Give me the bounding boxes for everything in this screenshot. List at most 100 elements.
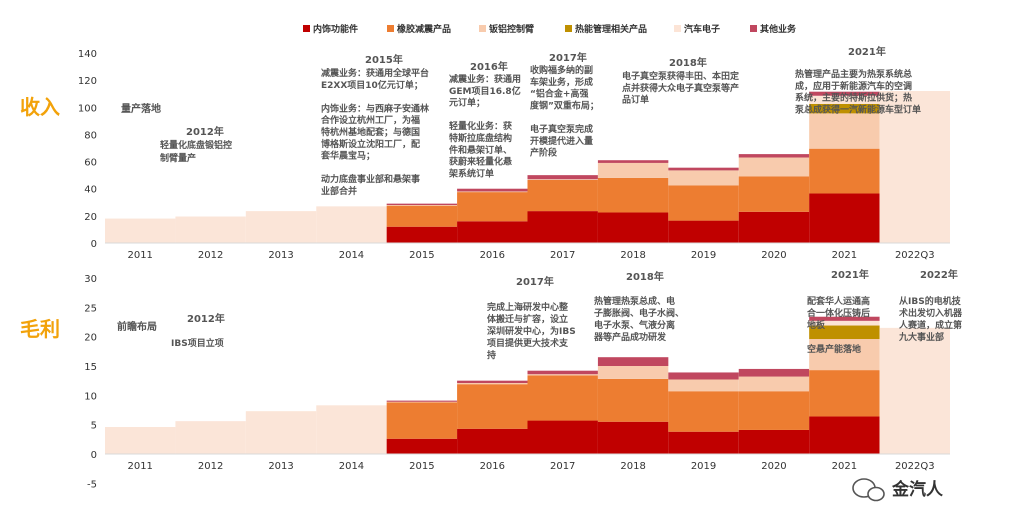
revenue-bar-2020-series-1 — [738, 176, 810, 212]
revenue-note-2017-line: 车架业务，形成 — [530, 76, 593, 88]
revenue-note-2015-line: 合作设立杭州工厂，为福 — [321, 114, 420, 126]
revenue-bar-2017-series-2 — [527, 179, 598, 180]
gross-profit-bar-2015-series-5 — [386, 400, 458, 402]
revenue-note-2015-line: 特杭州基地配套；与德国 — [321, 126, 420, 138]
revenue-note-2018-line: 点并获得大众电子真空泵等产 — [622, 82, 739, 94]
legend-label: 橡胶减震产品 — [397, 23, 451, 35]
revenue-note-2016-line: 元订单； — [449, 97, 485, 109]
gross-profit-bar-2020-series-1 — [738, 391, 810, 430]
gross-profit-bar-2018-series-2 — [597, 366, 669, 379]
revenue-y-tick: 20 — [84, 212, 97, 223]
gross-profit-x-tick: 2020 — [761, 461, 786, 472]
gross-profit-x-tick: 2018 — [620, 461, 645, 472]
revenue-note-2015-line: 业部合并 — [321, 185, 357, 197]
revenue-note-2021-line: 系统，主要的特斯拉供货；热 — [795, 92, 912, 104]
gross-profit-bar-total-2022Q3 — [879, 327, 950, 454]
revenue-bar-2016-series-2 — [457, 191, 528, 193]
gross-profit-bar-2017-series-5 — [527, 370, 598, 375]
gross-profit-bar-2021-series-5 — [809, 316, 880, 321]
revenue-bar-2018-series-5 — [597, 160, 669, 163]
gross-profit-x-axis: 2011 2012 2013 2014 2015 2016 2017 2018 2019 2020… — [127, 461, 934, 472]
profit-note-2017-line: 项目提供更大技术支 — [487, 337, 569, 349]
gross-profit-y-tick: 0 — [91, 450, 97, 461]
gross-profit-bar-2019-series-2 — [668, 379, 739, 392]
revenue-x-tick: 2014 — [339, 250, 364, 261]
revenue-note-2016-line: 减震业务：获通用 — [449, 73, 521, 85]
gross-profit-bar-total-2013 — [245, 411, 317, 454]
gross-profit-bar-2017-series-2 — [527, 374, 598, 376]
profit-note-2012-year: 2012年 — [187, 312, 225, 325]
revenue-note-2016-line: 获蔚来轻量化悬 — [449, 156, 512, 168]
gross-profit-bar-2021-series-0 — [809, 416, 880, 454]
profit-note-2012-line: IBS项目立项 — [171, 337, 224, 349]
revenue-bar-2021-series-1 — [809, 148, 880, 194]
revenue-bar-2020-series-2 — [738, 157, 810, 177]
revenue-note-2016-line: 特斯拉底盘结构 — [449, 132, 512, 144]
revenue-bar-2018-series-2 — [597, 162, 669, 178]
revenue-note-2018-line: 品订单 — [622, 94, 649, 106]
revenue-bar-2019-series-2 — [668, 170, 739, 186]
gross-profit-bar-2020-series-2 — [738, 376, 810, 392]
revenue-bar-2021-series-2 — [809, 113, 880, 149]
legend-label: 汽车电子 — [684, 23, 720, 35]
legend: 内饰功能件 橡胶减震产品 钣铝控制臂 热能管理相关产品 汽车电子 其他业务 — [303, 23, 797, 35]
profit-note-2018-year: 2018年 — [626, 270, 664, 283]
gross-profit-bar-2018-series-5 — [597, 357, 669, 366]
revenue-bar-2015-series-2 — [386, 205, 458, 206]
revenue-bar-total-2013 — [245, 211, 317, 243]
gross-profit-bar-2018-series-0 — [597, 421, 669, 454]
revenue-x-tick: 2012 — [198, 250, 223, 261]
profit-note-2021-line: 空悬产能落地 — [807, 343, 861, 355]
revenue-note-2012-line: 制臂量产 — [160, 152, 196, 164]
revenue-bar-total-2011 — [105, 218, 176, 243]
revenue-bar-2017-series-5 — [527, 175, 598, 180]
profit-note-2017-year: 2017年 — [516, 275, 554, 288]
gross-profit-x-tick: 2016 — [480, 461, 505, 472]
revenue-note-2015-line: 博格斯设立沈阳工厂，配 — [321, 138, 420, 150]
gross-profit-y-tick: 15 — [84, 362, 97, 373]
revenue-note-2017-line: 收购福多纳的副 — [530, 64, 593, 76]
revenue-bar-total-2022Q3 — [879, 91, 950, 243]
gross-profit-y-tick: 5 — [91, 421, 97, 432]
legend-label: 钣铝控制臂 — [489, 23, 534, 35]
revenue-bar-2017-series-0 — [527, 211, 598, 243]
gross-profit-y-axis: -5 0 5 10 15 20 25 30 — [84, 274, 97, 490]
revenue-y-tick: 120 — [78, 76, 97, 87]
revenue-note-2018-line: 电子真空泵获得丰田、本田定 — [622, 70, 740, 82]
revenue-note-2015-line: 套华晨宝马； — [321, 150, 375, 162]
revenue-x-tick: 2020 — [761, 250, 786, 261]
revenue-bar-2020-series-0 — [738, 211, 810, 243]
revenue-x-tick: 2013 — [268, 250, 293, 261]
profit-note-2022-line: 人赛道，成立第 — [898, 319, 962, 331]
gross-profit-y-tick: -5 — [87, 479, 97, 490]
revenue-y-tick: 100 — [78, 103, 97, 114]
gross-profit-x-tick: 2021 — [832, 461, 857, 472]
legend-swatch — [674, 25, 681, 32]
gross-profit-x-tick: 2012 — [198, 461, 223, 472]
revenue-note-2017-line: 电子真空泵完成 — [530, 123, 593, 135]
revenue-bar-2019-series-0 — [668, 220, 739, 243]
gross-profit-x-tick: 2013 — [268, 461, 293, 472]
revenue-note-2012-year: 2012年 — [186, 125, 224, 138]
revenue-bars — [105, 91, 950, 244]
revenue-note-2021-line: 热管理产品主要为热泵系统总 — [795, 68, 912, 80]
revenue-note-2015-line: 减震业务：获通用全球平台 — [321, 67, 429, 79]
revenue-bar-2021-series-0 — [809, 193, 880, 243]
gross-profit-bar-2021-series-3 — [809, 325, 880, 340]
revenue-y-tick: 40 — [84, 185, 97, 196]
legend-label: 内饰功能件 — [313, 23, 358, 35]
revenue-note-2016-line: 轻量化业务：获 — [449, 120, 512, 132]
gross-profit-bar-2016-series-5 — [457, 380, 528, 384]
revenue-note-2017-year: 2017年 — [549, 51, 587, 64]
legend-label: 热能管理相关产品 — [575, 23, 647, 35]
gross-profit-side-label: 毛利 — [20, 317, 60, 341]
profit-note-2021-line: 地板 — [807, 319, 826, 331]
profit-note-2017-line: 深圳研发中心，为IBS — [487, 325, 576, 337]
gross-profit-bar-2015-series-1 — [386, 402, 458, 439]
revenue-note-2021-line: 泵总成获得一汽新能源车型订单 — [795, 103, 921, 115]
revenue-note-2017-line: 产阶段 — [530, 147, 558, 159]
revenue-bar-2017-series-1 — [527, 179, 598, 212]
